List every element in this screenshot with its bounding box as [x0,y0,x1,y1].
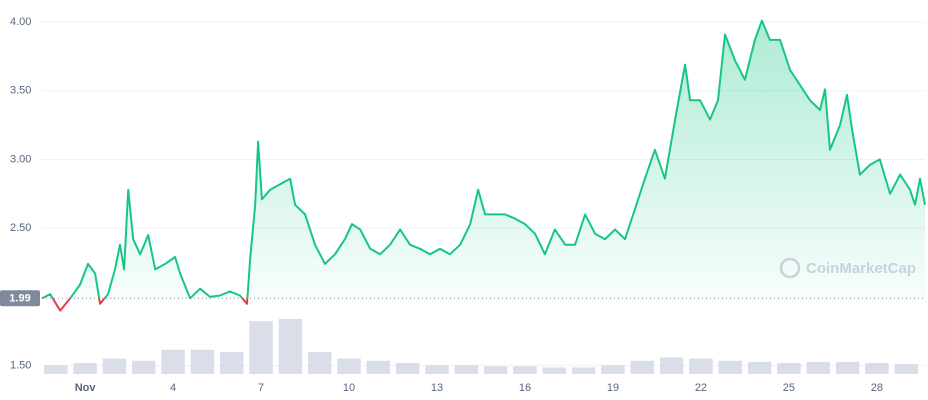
volume-bar [630,360,655,374]
volume-bar [44,365,68,374]
volume-bar [161,349,185,374]
watermark-text: CoinMarketCap [806,260,916,277]
x-tick-label: 22 [695,382,707,394]
x-tick-label: 4 [170,382,176,394]
volume-bar [601,365,625,374]
volume-bar [190,349,215,374]
volume-bar [894,364,918,374]
volume-bar [571,367,596,374]
volume-bar [102,358,127,374]
x-tick-label: 10 [343,382,355,394]
volume-bar [513,366,537,374]
watermark-logo [779,257,801,279]
x-tick-label: 19 [607,382,619,394]
volume-bar [747,361,772,374]
volume-bar [689,358,713,374]
volume-bar [278,319,303,374]
volume-bar [659,357,684,374]
volume-bar [454,365,479,374]
volume-bar [425,365,449,374]
baseline-label-box [0,290,40,307]
watermark: CoinMarketCap [779,257,916,279]
x-tick-label: 7 [258,382,264,394]
volume-bar [395,363,420,374]
volume-bar [806,361,830,374]
y-tick-label: 4.00 [10,16,31,28]
volume-bar [220,352,244,374]
volume-bar [777,363,801,374]
volume-bar [73,363,97,374]
volume-bar [865,363,889,374]
volume-bar [835,361,860,374]
y-tick-label: 1.50 [10,360,31,372]
x-tick-label: 13 [431,382,443,394]
price-line [41,19,926,299]
y-tick-label: 3.50 [10,85,31,97]
x-tick-label: 16 [519,382,531,394]
volume-bar [249,321,273,374]
x-tick-label: 28 [871,382,883,394]
volume-bar [307,352,332,374]
volume-bar [542,367,567,374]
volume-bar [483,366,508,374]
volume-bar [718,360,743,374]
volume-bar [366,360,391,374]
x-tick-label: 25 [783,382,795,394]
y-tick-label: 2.50 [10,222,31,234]
volume-bar [132,360,156,374]
x-tick-label: Nov [75,382,97,394]
baseline-label: 1.99 [9,293,30,305]
y-tick-label: 3.00 [10,153,31,165]
price-area [42,20,925,299]
volume-bar [337,358,361,374]
